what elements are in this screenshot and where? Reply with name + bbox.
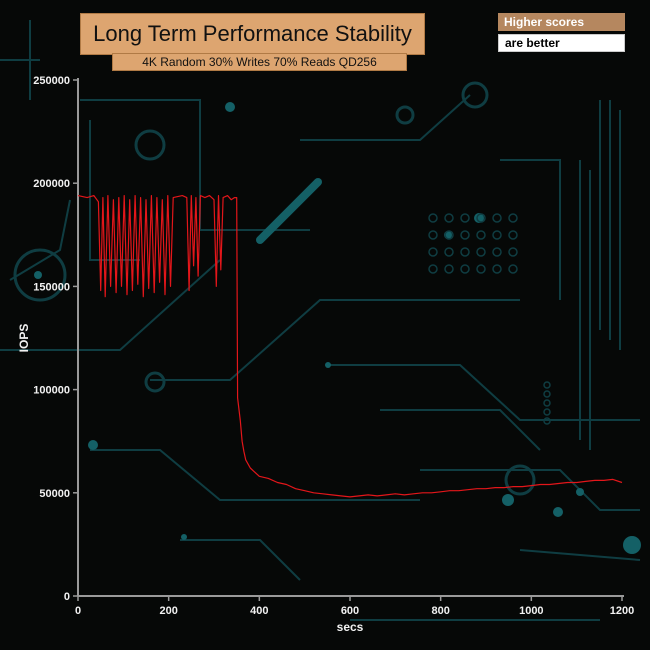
circuit-ring <box>13 248 67 302</box>
circuit-pad <box>543 381 551 389</box>
y-tick-label: 50000 <box>39 488 70 500</box>
circuit-pad <box>428 230 438 240</box>
circuit-pad <box>492 264 502 274</box>
circuit-pad <box>476 213 486 223</box>
x-axis-title: secs <box>337 620 364 634</box>
circuit-dot <box>325 362 331 368</box>
circuit-trace <box>80 99 310 231</box>
series-layer <box>77 195 623 498</box>
circuit-dot <box>225 102 235 112</box>
circuit-dot <box>88 440 98 450</box>
higher-scores-note: Higher scores <box>498 13 625 31</box>
axes: 0 50000 100000 150000 200000 250000 0 200 400 600… <box>33 75 634 617</box>
circuit-trace <box>150 299 520 381</box>
circuit-pad <box>460 247 470 257</box>
circuit-ring <box>134 129 166 161</box>
y-axis-title: IOPS <box>17 324 31 353</box>
circuit-pad <box>543 408 551 416</box>
circuit-board-background <box>0 20 641 621</box>
y-tick-label: 250000 <box>33 75 70 87</box>
circuit-pad <box>476 264 486 274</box>
circuit-pad <box>428 247 438 257</box>
circuit-dot <box>34 271 42 279</box>
circuit-pad <box>444 264 454 274</box>
y-tick-label: 0 <box>64 591 70 603</box>
circuit-pad <box>428 213 438 223</box>
circuit-trace <box>519 549 641 561</box>
chart-subtitle: 4K Random 30% Writes 70% Reads QD256 <box>112 53 407 71</box>
x-tick-label: 800 <box>431 605 449 617</box>
circuit-dot <box>553 507 563 517</box>
x-tick-label: 1200 <box>610 605 634 617</box>
circuit-trace <box>180 539 301 581</box>
circuit-trace <box>330 364 640 421</box>
circuit-dot <box>181 534 187 540</box>
circuit-bar <box>256 178 322 244</box>
circuit-trace <box>380 409 541 451</box>
x-tick-label: 0 <box>75 605 81 617</box>
circuit-pad <box>460 264 470 274</box>
circuit-trace <box>9 199 71 281</box>
x-tick-label: 600 <box>341 605 359 617</box>
circuit-pad <box>543 390 551 398</box>
circuit-pad <box>444 247 454 257</box>
y-tick-label: 150000 <box>33 281 70 293</box>
series-line-0 <box>77 195 623 498</box>
circuit-pad <box>460 230 470 240</box>
circuit-trace <box>0 259 221 351</box>
circuit-ring <box>144 371 166 393</box>
circuit-pad <box>492 230 502 240</box>
circuit-trace <box>89 120 140 261</box>
x-tick-label: 1000 <box>519 605 543 617</box>
x-tick-label: 200 <box>159 605 177 617</box>
circuit-pad <box>428 264 438 274</box>
circuit-pad <box>444 230 454 240</box>
circuit-pad <box>508 230 518 240</box>
circuit-pad <box>508 264 518 274</box>
circuit-trace <box>90 449 420 501</box>
circuit-pad <box>460 213 470 223</box>
circuit-pad <box>543 417 551 425</box>
y-tick-label: 100000 <box>33 385 70 397</box>
y-tick-label: 200000 <box>33 178 70 190</box>
circuit-pad <box>492 247 502 257</box>
circuit-pad <box>444 213 454 223</box>
circuit-dot <box>474 213 484 223</box>
circuit-pad <box>492 213 502 223</box>
circuit-pad <box>543 399 551 407</box>
circuit-ring <box>504 464 536 496</box>
circuit-pad <box>508 247 518 257</box>
circuit-pad <box>476 230 486 240</box>
are-better-note: are better <box>498 34 625 52</box>
circuit-trace <box>500 159 561 300</box>
circuit-trace <box>300 94 471 141</box>
circuit-pad <box>508 213 518 223</box>
circuit-pad <box>476 247 486 257</box>
circuit-ring <box>395 105 415 125</box>
x-tick-label: 400 <box>250 605 268 617</box>
chart-title: Long Term Performance Stability <box>80 13 425 55</box>
circuit-dot <box>576 488 584 496</box>
circuit-ring <box>461 81 489 109</box>
circuit-dot <box>502 494 514 506</box>
circuit-dot <box>623 536 641 554</box>
